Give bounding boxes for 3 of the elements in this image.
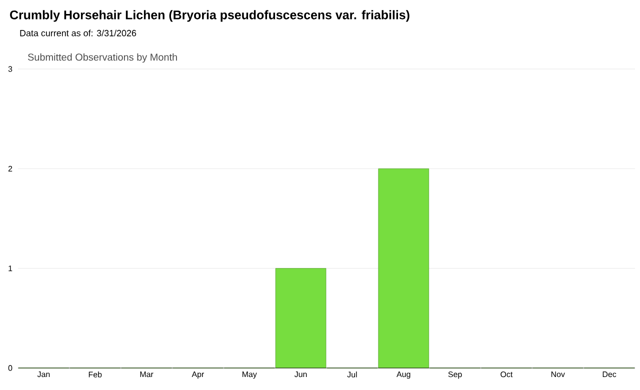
chart-title: Crumbly Horsehair Lichen (Bryoria pseudofuscescens var. friabilis) <box>10 10 410 22</box>
text: Data current as of: 3/31/2026 <box>20 30 136 36</box>
chart-subtitle: Submitted Observations by Month <box>28 53 177 63</box>
